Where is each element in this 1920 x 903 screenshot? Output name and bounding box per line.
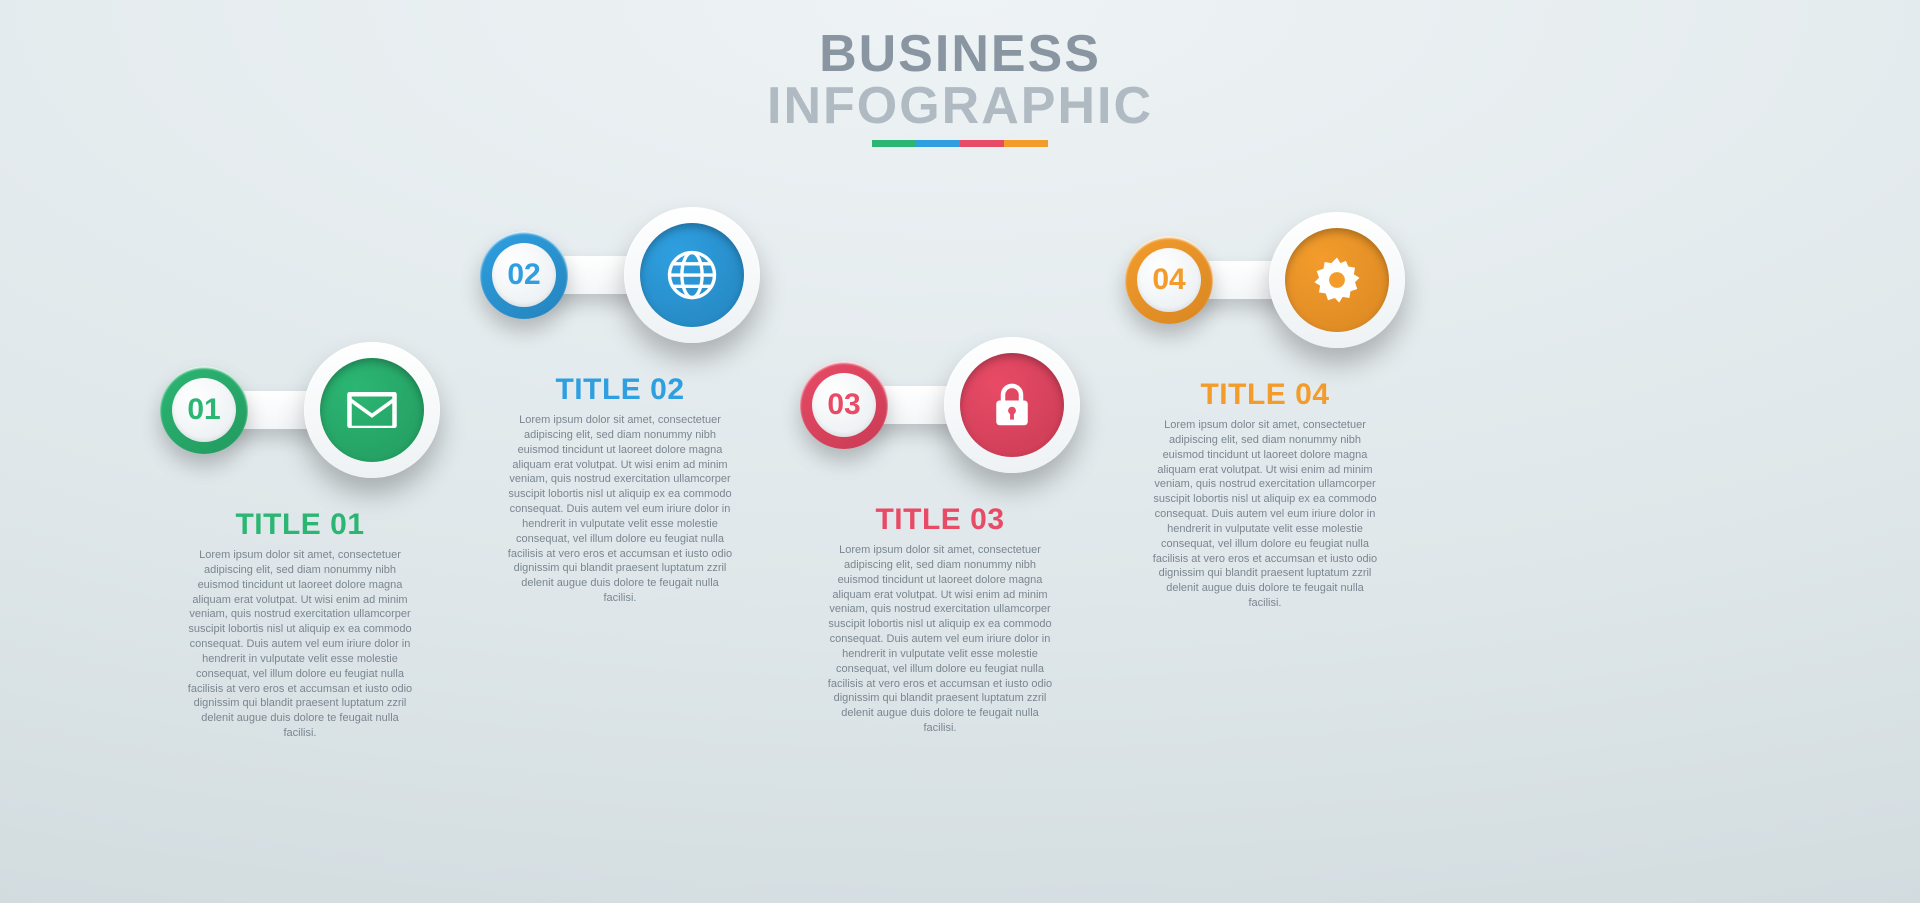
step-01: 01 TITLE 01 Lorem ipsum dolor sit amet, co…	[160, 330, 440, 741]
step-icon-circle	[304, 342, 440, 478]
step-body: Lorem ipsum dolor sit amet, consectetuer…	[1150, 418, 1380, 611]
step-number: 03	[812, 373, 876, 437]
step-number-circle: 03	[800, 361, 888, 449]
step-text: TITLE 03 Lorem ipsum dolor sit amet, cons…	[800, 503, 1080, 736]
step-text: TITLE 04 Lorem ipsum dolor sit amet, cons…	[1125, 378, 1405, 611]
step-number-circle: 02	[480, 231, 568, 319]
envelope-icon	[345, 383, 399, 437]
underline-seg-2	[916, 140, 960, 147]
step-number: 04	[1137, 248, 1201, 312]
step-title: TITLE 01	[160, 508, 440, 542]
header: BUSINESS INFOGRAPHIC	[767, 28, 1153, 147]
step-icon-circle	[624, 207, 760, 343]
step-pill: 01	[160, 330, 440, 490]
step-icon-inner	[320, 358, 424, 462]
step-04: 04 TITLE 04 Lorem ipsum dolor sit amet, co…	[1125, 200, 1405, 611]
step-icon-circle	[1269, 212, 1405, 348]
underline-seg-4	[1004, 140, 1048, 147]
step-title: TITLE 03	[800, 503, 1080, 537]
step-icon-inner	[1285, 228, 1389, 332]
underline-seg-1	[872, 140, 916, 147]
step-pill: 02	[480, 195, 760, 355]
underline-seg-3	[960, 140, 1004, 147]
step-body: Lorem ipsum dolor sit amet, consectetuer…	[505, 413, 735, 606]
step-number-circle: 04	[1125, 236, 1213, 324]
gear-icon	[1310, 253, 1364, 307]
step-body: Lorem ipsum dolor sit amet, consectetuer…	[825, 543, 1055, 736]
title-line-1: BUSINESS	[767, 28, 1153, 80]
globe-icon	[665, 248, 719, 302]
step-body: Lorem ipsum dolor sit amet, consectetuer…	[185, 548, 415, 741]
step-number-circle: 01	[160, 366, 248, 454]
step-title: TITLE 04	[1125, 378, 1405, 412]
step-text: TITLE 01 Lorem ipsum dolor sit amet, cons…	[160, 508, 440, 741]
step-pill: 03	[800, 325, 1080, 485]
step-number: 02	[492, 243, 556, 307]
step-icon-inner	[640, 223, 744, 327]
step-icon-circle	[944, 337, 1080, 473]
step-title: TITLE 02	[480, 373, 760, 407]
main-title: BUSINESS INFOGRAPHIC	[767, 28, 1153, 132]
title-line-2: INFOGRAPHIC	[767, 80, 1153, 132]
title-underline	[872, 140, 1048, 147]
lock-icon	[985, 378, 1039, 432]
step-number: 01	[172, 378, 236, 442]
step-icon-inner	[960, 353, 1064, 457]
step-02: 02 TITLE 02 Lorem ipsum dolor sit amet, co…	[480, 195, 760, 606]
step-text: TITLE 02 Lorem ipsum dolor sit amet, cons…	[480, 373, 760, 606]
step-03: 03 TITLE 03 Lorem ipsum dolor sit amet, co…	[800, 325, 1080, 736]
step-pill: 04	[1125, 200, 1405, 360]
